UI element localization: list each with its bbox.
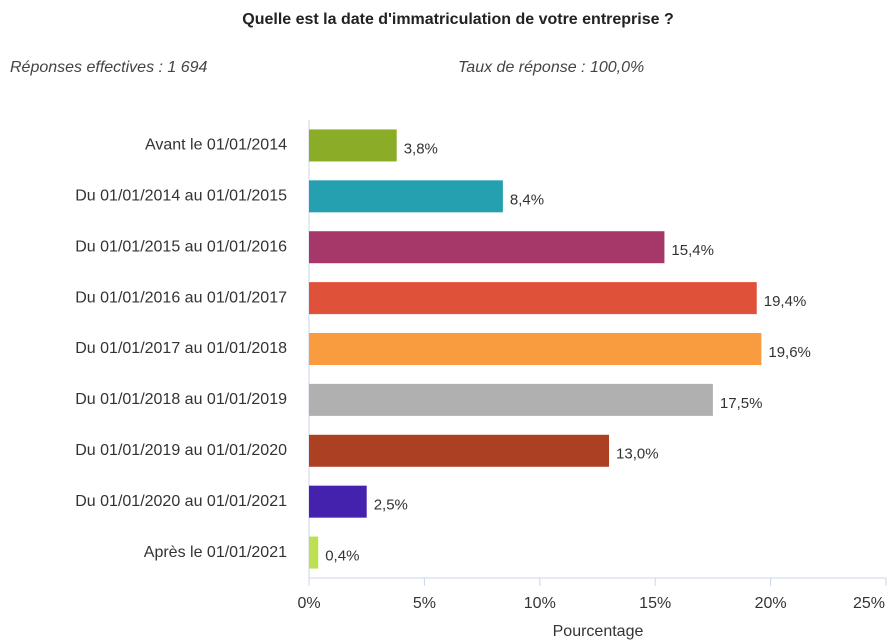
y-tick-label: Avant le 01/01/2014	[145, 137, 287, 154]
y-tick-label: Du 01/01/2014 au 01/01/2015	[75, 188, 287, 205]
bar	[309, 129, 397, 162]
y-tick-label: Du 01/01/2019 au 01/01/2020	[75, 442, 287, 459]
data-label: 2,5%	[374, 497, 408, 514]
x-axis-title: Pourcentage	[553, 623, 644, 640]
x-tick-label: 20%	[755, 595, 787, 612]
x-tick-label: 10%	[524, 595, 556, 612]
y-tick-label: Du 01/01/2020 au 01/01/2021	[75, 493, 287, 510]
data-label: 19,6%	[768, 344, 811, 361]
bar	[309, 383, 713, 416]
annotation: Taux de réponse : 100,0%	[458, 59, 644, 76]
bar	[309, 231, 665, 264]
data-label: 19,4%	[764, 293, 807, 310]
bar	[309, 282, 757, 315]
data-label: 8,4%	[510, 191, 544, 208]
x-tick-label: 25%	[853, 595, 885, 612]
data-label: 15,4%	[671, 242, 714, 259]
data-label: 3,8%	[404, 140, 438, 157]
y-tick-label: Du 01/01/2015 au 01/01/2016	[75, 238, 287, 255]
data-label: 17,5%	[720, 395, 763, 412]
annotation: Réponses effectives : 1 694	[10, 59, 208, 76]
bar	[309, 180, 503, 213]
chart-title: Quelle est la date d'immatriculation de …	[242, 11, 673, 28]
bar	[309, 434, 610, 467]
x-tick-label: 15%	[639, 595, 671, 612]
data-label: 13,0%	[616, 446, 659, 463]
bar	[309, 333, 762, 365]
y-tick-label: Du 01/01/2016 au 01/01/2017	[75, 289, 287, 306]
data-label: 0,4%	[325, 548, 359, 565]
x-tick-label: 0%	[297, 595, 320, 612]
x-tick-label: 5%	[413, 595, 436, 612]
bar	[309, 536, 319, 569]
bar	[309, 485, 367, 518]
y-tick-label: Du 01/01/2018 au 01/01/2019	[75, 391, 287, 408]
y-tick-label: Après le 01/01/2021	[144, 544, 287, 561]
y-tick-label: Du 01/01/2017 au 01/01/2018	[75, 340, 287, 357]
